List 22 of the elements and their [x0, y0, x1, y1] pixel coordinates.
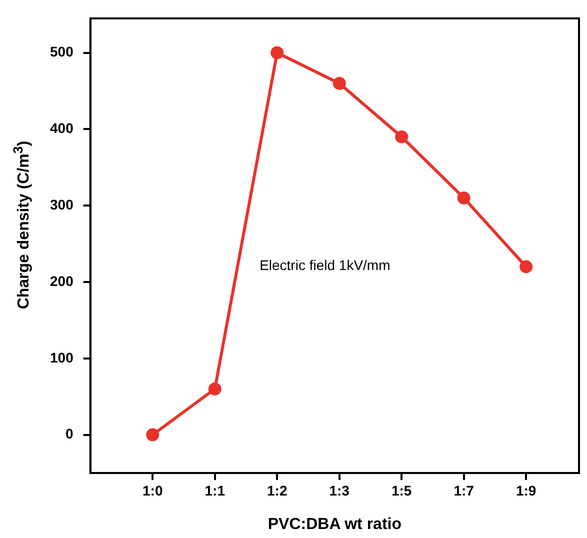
x-tick-label: 1:1 — [204, 482, 226, 498]
y-tick-label: 400 — [50, 120, 74, 136]
y-tick-label: 500 — [50, 44, 74, 60]
x-tick-label: 1:2 — [266, 482, 288, 498]
x-tick-label: 1:7 — [454, 482, 474, 498]
annotation: Electric field 1kV/mm — [260, 257, 390, 274]
y-tick-label: 200 — [50, 272, 74, 289]
x-tick-label: 1:9 — [516, 482, 536, 498]
point — [270, 46, 284, 60]
point — [395, 130, 408, 144]
x-tick-label: 1:5 — [391, 482, 412, 498]
y-tick-label: 300 — [50, 196, 74, 212]
x-tick-label: 1:0 — [142, 482, 163, 498]
y-tick-label: 0 — [66, 426, 74, 442]
point — [520, 260, 533, 274]
x-tick-label: 1:3 — [329, 482, 350, 498]
point — [332, 76, 346, 90]
point — [208, 382, 222, 396]
y-tick-label: 100 — [50, 349, 74, 366]
x-axis-title: PVC:DBA wt ratio — [268, 516, 402, 533]
point — [457, 191, 470, 204]
point — [146, 428, 160, 442]
